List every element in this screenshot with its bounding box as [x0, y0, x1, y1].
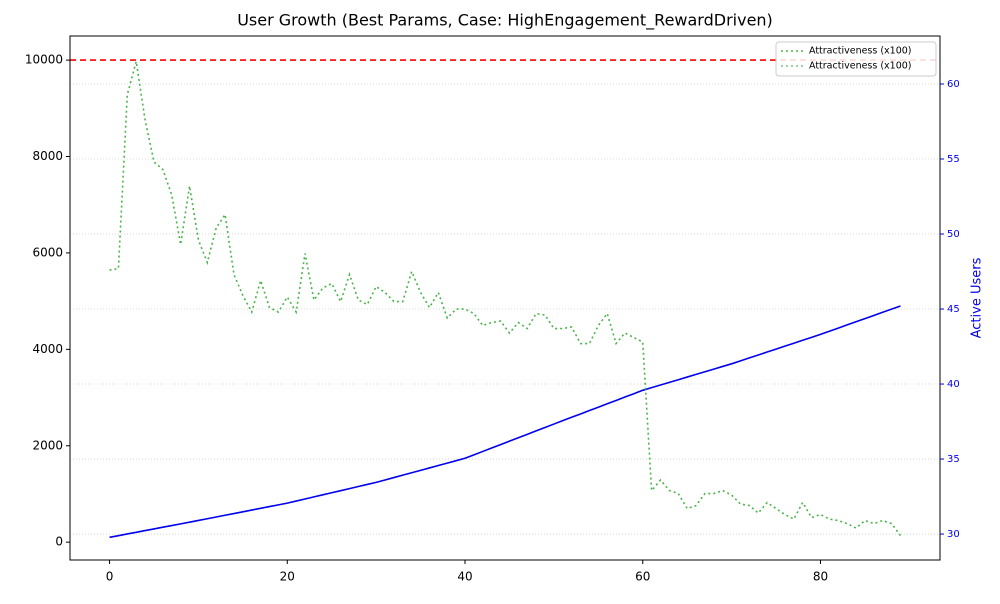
y2-tick-label: 45: [947, 304, 960, 315]
x-tick-label: 40: [457, 570, 472, 584]
y2-tick-label: 55: [947, 154, 960, 165]
y2-tick-label: 35: [947, 454, 960, 465]
legend-label: Attractiveness (x100): [809, 61, 912, 72]
y-tick-label: 10000: [25, 53, 63, 67]
y-tick-label: 4000: [32, 342, 63, 356]
plot-frame: [69, 35, 941, 561]
x-tick-label: 20: [280, 570, 295, 584]
y2-tick-label: 30: [947, 529, 960, 540]
x-tick-label: 0: [106, 570, 114, 584]
y2-tick-label: 50: [947, 229, 960, 240]
y-tick-label: 2000: [32, 438, 63, 452]
x-tick-label: 80: [813, 570, 828, 584]
legend-label: Attractiveness (x100): [809, 46, 912, 57]
y2-tick-label: 60: [947, 79, 960, 90]
series-line: [109, 305, 901, 539]
y-tick-label: 8000: [32, 149, 63, 163]
legend-box: [775, 41, 937, 77]
y-tick-label: 6000: [32, 245, 63, 259]
y-tick-label: 0: [55, 535, 63, 549]
x-tick-label: 60: [635, 570, 650, 584]
chart-title: User Growth (Best Params, Case: HighEnga…: [237, 11, 773, 31]
y2-tick-label: 40: [947, 379, 960, 390]
series-line: [109, 61, 902, 537]
y2-axis-label: Active Users: [970, 257, 985, 338]
